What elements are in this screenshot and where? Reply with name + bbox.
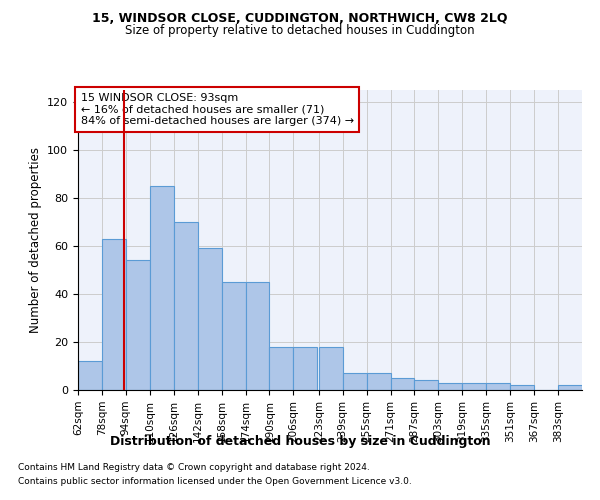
Y-axis label: Number of detached properties: Number of detached properties [29,147,41,333]
Bar [150,186,174,390]
Bar [269,347,293,390]
Text: 15, WINDSOR CLOSE, CUDDINGTON, NORTHWICH, CW8 2LQ: 15, WINDSOR CLOSE, CUDDINGTON, NORTHWICH… [92,12,508,26]
Bar [245,282,269,390]
Text: Size of property relative to detached houses in Cuddington: Size of property relative to detached ho… [125,24,475,37]
Text: Distribution of detached houses by size in Cuddington: Distribution of detached houses by size … [110,435,490,448]
Bar [510,385,534,390]
Bar [558,385,582,390]
Bar [415,380,439,390]
Bar [174,222,197,390]
Bar [78,361,102,390]
Bar [391,378,415,390]
Text: Contains HM Land Registry data © Crown copyright and database right 2024.: Contains HM Land Registry data © Crown c… [18,464,370,472]
Bar [439,383,463,390]
Text: Contains public sector information licensed under the Open Government Licence v3: Contains public sector information licen… [18,477,412,486]
Bar [463,383,486,390]
Bar [343,373,367,390]
Bar [367,373,391,390]
Bar [486,383,510,390]
Bar [126,260,150,390]
Bar [293,347,317,390]
Bar [102,239,126,390]
Bar [319,347,343,390]
Bar [197,248,221,390]
Bar [221,282,245,390]
Text: 15 WINDSOR CLOSE: 93sqm
← 16% of detached houses are smaller (71)
84% of semi-de: 15 WINDSOR CLOSE: 93sqm ← 16% of detache… [80,93,353,126]
